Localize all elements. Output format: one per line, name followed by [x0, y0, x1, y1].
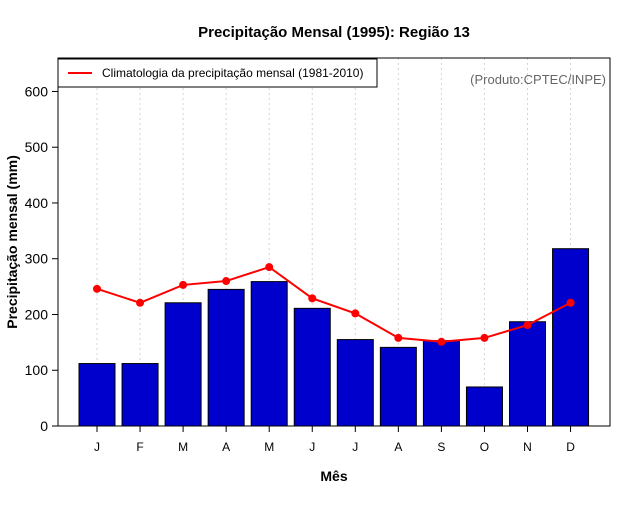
y-tick-label: 0 [40, 418, 48, 434]
axes: 0 100 200 300 400 500 600 J F M A M J J A S O N D [25, 83, 576, 454]
y-tick-label: 100 [25, 362, 49, 378]
y-axis-label: Precipitação mensal (mm) [4, 155, 20, 329]
bar-2 [121, 363, 159, 427]
bar-4 [207, 288, 245, 427]
climatology-point-1 [93, 284, 101, 293]
climatology-point-9 [437, 337, 446, 346]
x-axis-label: Mês [320, 468, 347, 484]
climatology-line [96, 265, 572, 343]
bar-1 [78, 363, 116, 427]
climatology-point-10 [480, 333, 489, 342]
climatology-point-4 [222, 277, 231, 286]
x-tick-label: A [222, 440, 230, 454]
bar-5 [250, 281, 288, 427]
bar-3 [164, 302, 202, 427]
x-tick-label: M [178, 440, 188, 454]
bar-6 [293, 307, 331, 427]
y-tick-label: 400 [25, 195, 49, 211]
bar-8 [379, 346, 417, 427]
bar-series [78, 248, 590, 427]
climatology-point-11 [523, 321, 532, 330]
x-tick-label: F [136, 440, 143, 454]
bar-10 [465, 386, 503, 427]
bar-12 [552, 248, 590, 427]
legend-box [57, 58, 378, 88]
x-tick-label: S [437, 440, 445, 454]
x-tick-label: J [94, 440, 100, 454]
bar-11 [509, 321, 546, 427]
climatology-point-6 [308, 294, 317, 303]
climatology-point-12 [566, 298, 575, 307]
y-tick-label: 600 [25, 83, 49, 99]
climatology-point-3 [179, 280, 188, 289]
plot-frame [57, 57, 611, 427]
chart-title: Precipitação Mensal (1995): Região 13 [198, 24, 470, 41]
legend: Climatologia da precipitação mensal (198… [57, 58, 378, 88]
x-tick-label: D [566, 440, 575, 454]
legend-entry-climatology: Climatologia da precipitação mensal (198… [102, 66, 363, 80]
x-tick-label: M [264, 440, 274, 454]
y-tick-label: 300 [25, 251, 49, 267]
x-tick-label: A [394, 440, 402, 454]
climatology-point-2 [136, 298, 145, 307]
x-tick-label: J [309, 440, 315, 454]
x-tick-label: N [523, 440, 532, 454]
y-tick-label: 200 [25, 306, 49, 322]
x-tick-label: O [480, 440, 489, 454]
climatology-point-8 [394, 333, 403, 342]
climatology-point-5 [265, 263, 274, 272]
y-tick-label: 500 [25, 139, 49, 155]
climatology-line-series [93, 263, 575, 346]
bar-9 [422, 340, 460, 427]
bar-7 [336, 339, 374, 427]
source-annotation: (Produto:CPTEC/INPE) [470, 72, 606, 87]
x-tick-label: J [352, 440, 358, 454]
climatology-point-7 [351, 309, 360, 318]
